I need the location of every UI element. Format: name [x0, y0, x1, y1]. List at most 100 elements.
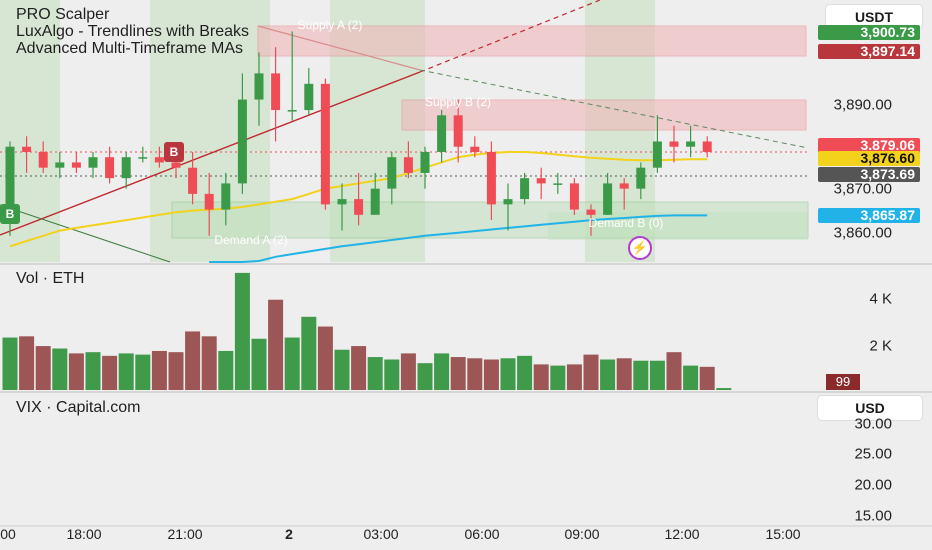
volume-bar [417, 363, 433, 390]
candle-body [22, 146, 32, 152]
time-axis-label: 09:00 [564, 526, 600, 542]
candle-body [586, 209, 596, 215]
candle-body [271, 73, 281, 111]
trendline-support [0, 204, 171, 263]
candle-body [636, 167, 646, 189]
volume-bar [234, 272, 250, 390]
vix-axis-label: 25.00 [854, 445, 892, 463]
currency-usd-button[interactable]: USD [818, 396, 922, 420]
price-tag: 3,897.14 [818, 43, 920, 59]
indicator-multi-timeframe-mas[interactable]: Advanced Multi-Timeframe MAs [16, 40, 244, 57]
time-axis-label: 12:00 [664, 526, 700, 542]
volume-bar [151, 350, 167, 390]
time-axis-label: 03:00 [363, 526, 399, 542]
candle-body [204, 193, 214, 210]
volume-bar [616, 358, 632, 390]
candle-body [553, 183, 563, 185]
volume-bar [268, 299, 284, 390]
volume-bar [367, 357, 383, 390]
time-axis-label: 06:00 [464, 526, 500, 542]
buy-signal-marker[interactable]: B [164, 142, 184, 162]
candle-body [221, 183, 231, 210]
volume-bar [118, 353, 134, 390]
candle-body [403, 157, 413, 173]
candle-body [702, 141, 712, 152]
demand-b-label: Demand B (0) [588, 216, 664, 230]
vix-axis-label: 15.00 [854, 507, 892, 525]
volume-bar [52, 348, 68, 390]
volume-bar [135, 354, 151, 390]
candle-body [569, 183, 579, 210]
volume-bar [168, 352, 184, 390]
trendline-down [257, 25, 421, 71]
lightning-event-icon[interactable]: ⚡ [628, 236, 652, 260]
candle-body [387, 157, 397, 189]
price-tag: 3,873.69 [818, 166, 920, 182]
candle-body [520, 178, 530, 200]
candle-body [188, 167, 198, 194]
volume-axis-label: 4 K [869, 290, 892, 308]
supply-b-label: Supply B (2) [424, 95, 492, 109]
volume-bar [251, 338, 267, 390]
volume-axis-label: 2 K [869, 337, 892, 355]
candle-body [652, 141, 662, 168]
volume-bar [218, 350, 234, 390]
candle-body [105, 157, 115, 179]
candle-body [171, 162, 181, 168]
indicator-pro-scalper[interactable]: PRO Scalper [16, 6, 110, 23]
volume-bar [483, 359, 499, 390]
vix-pane-title[interactable]: VIX · Capital.com [16, 399, 141, 416]
candle-body [71, 162, 81, 168]
indicator-luxalgo-trendlines[interactable]: LuxAlgo - Trendlines with Breaks [16, 23, 249, 40]
volume-bar [201, 336, 217, 390]
volume-bar [102, 355, 118, 390]
volume-last-value-badge: 99 [826, 374, 860, 390]
candle-body [55, 162, 65, 168]
volume-bar [716, 388, 732, 390]
candle-body [420, 151, 430, 173]
time-axis-label: 18:00 [66, 526, 102, 542]
volume-pane-title[interactable]: Vol · ETH [16, 270, 85, 287]
volume-bar [649, 360, 665, 390]
trendline-up [0, 71, 421, 236]
candle-body [354, 199, 364, 215]
candle-body [453, 115, 463, 147]
buy-signal-marker[interactable]: B [0, 204, 20, 224]
candle-body [470, 146, 480, 152]
volume-bar [434, 353, 450, 390]
volume-bar [666, 352, 682, 390]
volume-bar [450, 357, 466, 390]
time-axis-label: 21:00 [167, 526, 203, 542]
time-axis-label: 2 [285, 526, 293, 542]
candle-body [138, 157, 148, 159]
candle-body [5, 146, 15, 205]
volume-bar [85, 352, 101, 390]
price-tag: 3,900.73 [818, 24, 920, 40]
price-axis-label: 3,860.00 [833, 224, 892, 242]
candle-body [304, 83, 314, 111]
candle-body [287, 110, 297, 112]
candle-body [619, 183, 629, 189]
price-tag: 3,879.06 [818, 138, 920, 154]
candle-body [237, 99, 247, 184]
candle-body [503, 199, 513, 205]
volume-bar [351, 346, 367, 390]
candle-body [154, 157, 164, 163]
candle-body [603, 183, 613, 215]
time-axis-label: 15:00 [765, 526, 801, 542]
supply-a-label: Supply A (2) [297, 18, 363, 32]
volume-bar [384, 359, 400, 390]
volume-bar [633, 360, 649, 390]
candle-body [254, 73, 264, 100]
volume-bar [517, 355, 533, 390]
volume-bar [683, 365, 699, 390]
volume-bar [533, 364, 549, 390]
candle-body [486, 151, 496, 205]
volume-bar [301, 316, 317, 390]
volume-bar [284, 337, 300, 390]
volume-bar [19, 336, 35, 390]
candle-body [437, 115, 447, 152]
candle-body [88, 157, 98, 168]
